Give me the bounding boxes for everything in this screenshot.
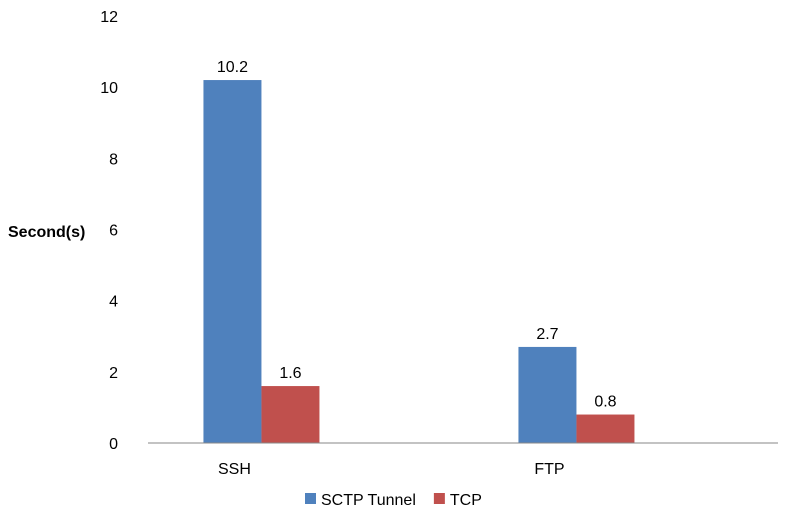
- x-axis-labels: SSH FTP: [218, 461, 565, 478]
- y-tick-label: 12: [100, 9, 118, 26]
- bars-group: [203, 80, 635, 444]
- bar-tcp-ftp: [576, 414, 635, 443]
- data-label: 10.2: [217, 59, 248, 76]
- bar-tcp-ssh: [261, 386, 320, 443]
- x-tick-label-ssh: SSH: [218, 461, 251, 478]
- y-tick-label: 6: [109, 223, 118, 240]
- y-tick-label: 2: [109, 365, 118, 382]
- legend-label: SCTP Tunnel: [321, 492, 416, 509]
- y-axis-ticks: 0 2 4 6 8 10 12: [100, 9, 118, 453]
- data-label: 2.7: [536, 326, 558, 343]
- y-axis-label: Second(s): [8, 224, 85, 241]
- data-labels-group: 10.2 1.6 2.7 0.8: [217, 59, 617, 410]
- y-tick-label: 4: [109, 294, 118, 311]
- legend-label: TCP: [450, 492, 482, 509]
- y-tick-label: 0: [109, 436, 118, 453]
- y-tick-label: 10: [100, 80, 118, 97]
- y-tick-label: 8: [109, 151, 118, 168]
- x-tick-label-ftp: FTP: [534, 461, 564, 478]
- bar-sctp-tunnel-ssh: [203, 80, 262, 444]
- legend-swatch: [305, 493, 316, 504]
- bar-sctp-tunnel-ftp: [518, 346, 577, 443]
- legend-swatch: [433, 493, 445, 504]
- legend: SCTP Tunnel TCP: [305, 492, 482, 509]
- data-label: 1.6: [279, 365, 301, 382]
- data-label: 0.8: [594, 394, 616, 411]
